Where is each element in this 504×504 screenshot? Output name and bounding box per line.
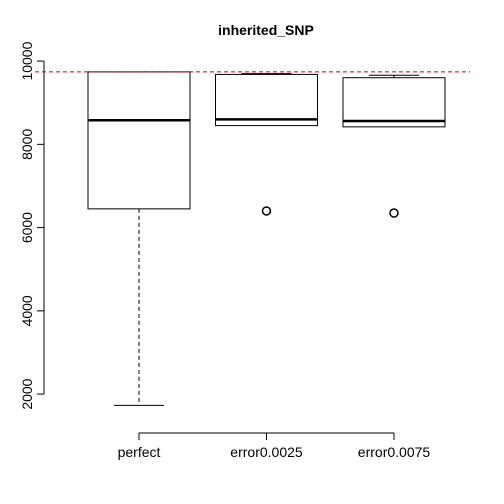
- box-error0.0025: [215, 73, 318, 216]
- y-tick-label: 4000: [19, 295, 35, 326]
- y-tick-label: 6000: [19, 212, 35, 243]
- y-axis: 2000 4000 6000 8000 10000: [19, 41, 45, 410]
- outlier-point: [261, 206, 272, 216]
- box-group: [87, 71, 446, 406]
- y-tick-label: 10000: [19, 41, 35, 80]
- x-tick-label: perfect: [118, 444, 161, 460]
- box-error0.0075: [342, 74, 446, 218]
- x-tick-label: error0.0025: [230, 444, 303, 460]
- box-body: [342, 77, 446, 128]
- box-body: [87, 71, 191, 210]
- x-tick-label: error0.0075: [358, 444, 431, 460]
- box-perfect: [87, 71, 191, 406]
- chart-title: inherited_SNP: [218, 22, 314, 38]
- y-tick-label: 2000: [19, 378, 35, 409]
- y-tick-label: 8000: [19, 129, 35, 160]
- box-body: [215, 73, 318, 127]
- outlier-point: [389, 208, 399, 218]
- x-axis: perfect error0.0025 error0.0075: [118, 432, 431, 460]
